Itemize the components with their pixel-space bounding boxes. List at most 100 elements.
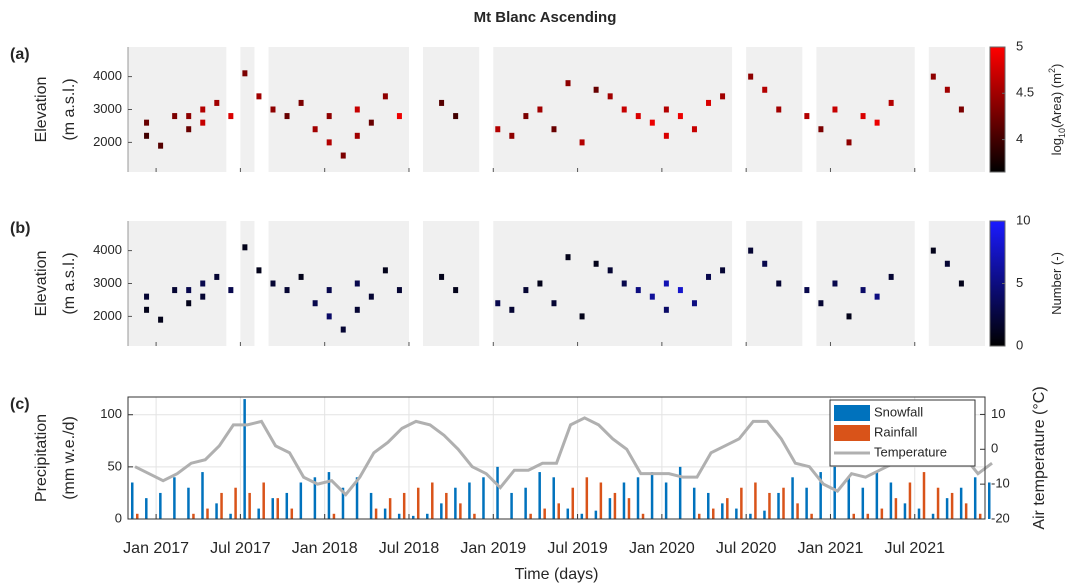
y-tick-label: 0 [115, 510, 122, 525]
y-tick-label: 4000 [93, 242, 122, 257]
precip-bar [627, 498, 631, 519]
cell [172, 113, 178, 120]
cell [439, 273, 445, 280]
x-tick-label: Jul 2021 [885, 540, 946, 557]
precip-bar [383, 508, 387, 519]
y2-tick-label: -10 [991, 476, 1010, 491]
precip-bar [740, 487, 743, 519]
precip-bar [402, 492, 406, 519]
cell [762, 260, 768, 267]
y-tick-label: 3000 [93, 101, 122, 116]
cell [635, 113, 641, 120]
precip-bar [782, 487, 785, 519]
precip-bar [763, 510, 766, 519]
cell [565, 80, 571, 87]
coverage-period [240, 47, 255, 172]
panel-label: (c) [10, 396, 30, 413]
cell [762, 86, 768, 93]
precip-bar [875, 472, 879, 519]
cell [607, 93, 613, 100]
y-axis-label: Elevation [33, 77, 50, 143]
precip-bar [917, 508, 921, 519]
cell [523, 113, 529, 120]
cell [958, 280, 964, 287]
cell [242, 244, 248, 251]
cell [298, 99, 304, 106]
colorbar-tick-label: 5 [1016, 38, 1023, 53]
cell [144, 306, 150, 313]
x-tick-label: Jan 2017 [123, 540, 189, 557]
precip-bar [847, 477, 851, 519]
precip-bar [880, 508, 884, 519]
precip-bar [608, 498, 612, 519]
cell [649, 119, 655, 126]
legend-label: Snowfall [874, 404, 923, 419]
cell [706, 99, 712, 106]
cell [565, 254, 571, 261]
precip-bar [903, 503, 907, 519]
precip-bar [276, 498, 279, 519]
cell [214, 273, 220, 280]
coverage-period [128, 47, 227, 172]
precip-bar [726, 498, 729, 519]
cell [200, 280, 206, 287]
cell [537, 106, 543, 113]
colorbar-label-part: Number (-) [1049, 252, 1064, 315]
precip-bar [262, 482, 265, 519]
legend-swatch [834, 405, 870, 421]
y-tick-label: 100 [100, 406, 122, 421]
precip-bar [636, 477, 640, 519]
cell [579, 139, 585, 146]
cell [396, 113, 402, 120]
precip-bar [257, 508, 260, 519]
cell [186, 126, 192, 133]
cell [551, 126, 557, 133]
precip-bar [173, 477, 176, 519]
precip-bar [299, 482, 303, 519]
precip-bar [678, 466, 682, 519]
cell [368, 293, 374, 300]
cell [649, 293, 655, 300]
precip-bar [692, 487, 696, 519]
precip-bar [754, 482, 757, 519]
cell [354, 106, 360, 113]
cell [691, 300, 697, 307]
y2-tick-label: 10 [991, 406, 1005, 421]
cell [200, 106, 206, 113]
coverage-period [928, 221, 985, 346]
x-tick-label: Jul 2018 [379, 540, 440, 557]
precip-bar [510, 492, 513, 519]
precip-bar [712, 508, 715, 519]
precip-bar [973, 477, 977, 519]
coverage-period [928, 47, 985, 172]
precip-bar [894, 498, 898, 519]
cell [523, 287, 529, 294]
precip-bar [749, 513, 752, 519]
precip-bar [557, 503, 560, 519]
cell [663, 106, 669, 113]
cell [944, 86, 950, 93]
precip-bar [571, 487, 575, 519]
cell [396, 287, 402, 294]
precip-bar [192, 513, 195, 519]
cell [200, 293, 206, 300]
y-axis-label: (m a.s.l.) [61, 78, 78, 140]
precip-bar [805, 487, 808, 519]
precip-bar [529, 513, 532, 519]
temperature-line [134, 416, 993, 497]
precip-bar [768, 492, 771, 519]
cell [144, 132, 150, 139]
precip-bar [459, 503, 462, 519]
cell [593, 260, 599, 267]
precip-bar [707, 492, 710, 519]
coverage-period [746, 47, 803, 172]
cell [860, 113, 866, 120]
coverage-period [268, 47, 409, 172]
cell [326, 287, 332, 294]
cell [382, 93, 388, 100]
precip-bar [735, 508, 738, 519]
cell [888, 99, 894, 106]
cell [256, 267, 262, 274]
precip-bar [454, 487, 457, 519]
y-axis-label: (mm w.e./d) [61, 416, 78, 500]
